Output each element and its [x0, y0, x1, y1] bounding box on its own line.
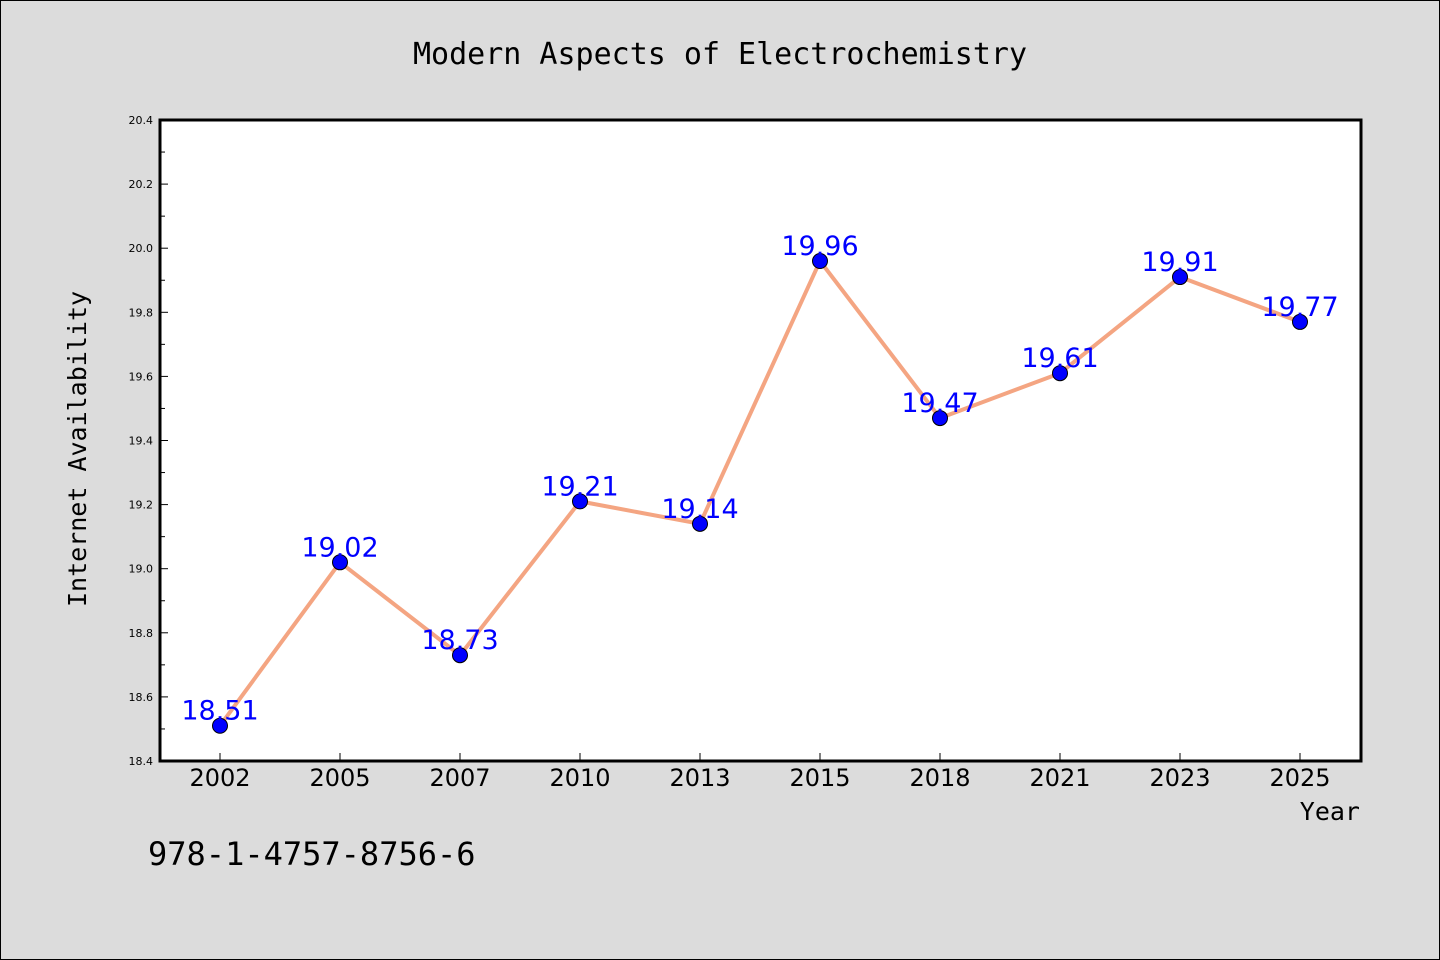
y-tick-label: 20.0: [129, 242, 154, 255]
y-tick-label: 19.2: [129, 499, 154, 512]
data-point: [212, 717, 228, 734]
data-label: 19.14: [661, 494, 738, 525]
data-labels: 18.51 19.02 18.73 19.21 19.14 19.96 19.47 19.61…: [181, 231, 1338, 727]
data-point: [1172, 269, 1188, 286]
data-label: 19.91: [1141, 247, 1218, 278]
x-axis-ticks: 2002 2005 2007 2010 2013 2015 2018 2021 2023 2025: [189, 753, 1331, 792]
x-tick-label: 2007: [429, 764, 490, 792]
y-tick-label: 18.6: [129, 691, 154, 704]
data-label: 19.96: [781, 231, 858, 262]
x-tick-label: 2010: [549, 764, 610, 792]
data-point: [332, 554, 348, 571]
y-tick-label: 20.2: [129, 178, 154, 191]
data-label: 19.21: [541, 471, 618, 502]
data-label: 19.47: [901, 388, 978, 419]
data-label: 18.73: [421, 625, 498, 656]
data-label: 19.61: [1021, 343, 1098, 374]
x-tick-label: 2002: [189, 764, 250, 792]
data-point: [572, 493, 588, 510]
data-markers: [212, 253, 1308, 734]
x-tick-label: 2023: [1149, 764, 1210, 792]
y-tick-label: 18.8: [129, 627, 154, 640]
x-tick-label: 2018: [909, 764, 970, 792]
data-label: 19.02: [301, 532, 378, 563]
data-label: 18.51: [181, 696, 258, 727]
x-tick-label: 2021: [1029, 764, 1090, 792]
y-tick-label: 19.6: [129, 370, 154, 383]
y-tick-label: 19.8: [129, 306, 154, 319]
y-axis-ticks: 18.4 18.6 18.8 19.0 19.2 19.4 19.6 19.8 20.0 20.2…: [129, 114, 168, 768]
y-tick-label: 19.4: [129, 435, 154, 448]
data-point: [452, 647, 468, 664]
x-tick-label: 2015: [789, 764, 850, 792]
plot-area: [158, 118, 1363, 763]
series-line: [218, 259, 1301, 727]
y-tick-label: 20.4: [129, 114, 154, 127]
chart-title: Modern Aspects of Electrochemistry: [413, 37, 1027, 72]
y-axis-label: Internet Availability: [63, 291, 92, 607]
x-tick-label: 2025: [1269, 764, 1330, 792]
y-tick-label: 18.4: [129, 755, 154, 768]
data-point: [1052, 365, 1068, 382]
data-point: [812, 253, 828, 270]
data-point: [932, 410, 948, 427]
y-tick-label: 19.0: [129, 563, 154, 576]
x-axis-label: Year: [1300, 797, 1360, 826]
series-line-group: [218, 259, 1301, 727]
isbn-footer: 978-1-4757-8756-6: [148, 835, 476, 873]
x-tick-label: 2013: [669, 764, 730, 792]
data-point: [1292, 313, 1308, 330]
data-point: [692, 515, 708, 532]
x-tick-label: 2005: [309, 764, 370, 792]
data-label: 19.77: [1261, 292, 1338, 323]
